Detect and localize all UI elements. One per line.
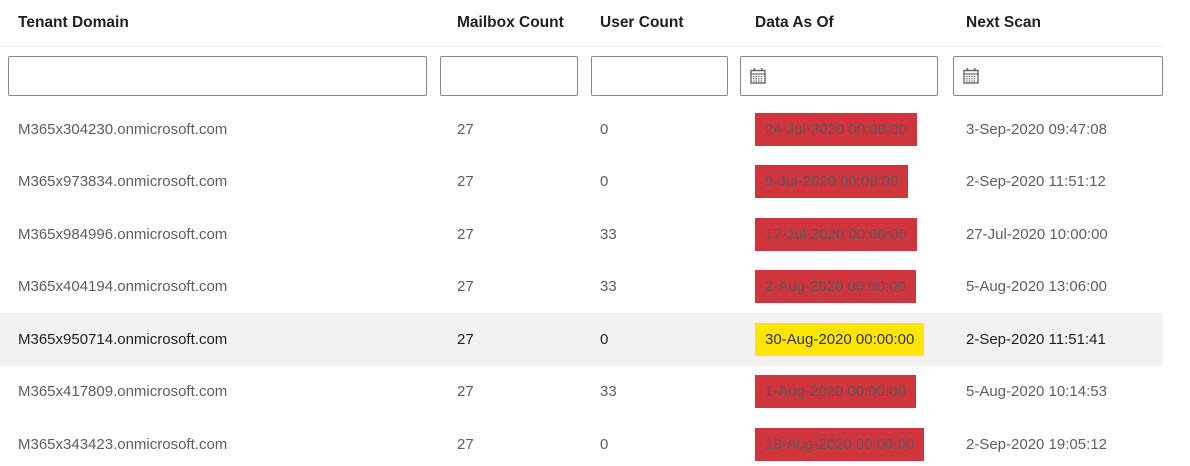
cell-mailbox-count: 27 [457,173,474,191]
cell-tenant-domain: M365x417809.onmicrosoft.com [18,383,228,401]
data-as-of-badge: 17-Jul-2020 00:00:00 [755,217,917,251]
table-row[interactable]: M365x343423.onmicrosoft.com 27 0 18-Aug-… [0,418,1163,466]
calendar-icon[interactable] [954,57,988,95]
cell-user-count: 33 [600,278,617,296]
cell-mailbox-count: 27 [457,278,474,296]
cell-data-as-of: 17-Jul-2020 00:00:00 [737,208,948,261]
data-as-of-badge: 18-Aug-2020 00:00:00 [755,427,925,461]
filter-tenant-domain-input[interactable] [9,57,426,95]
cell-mailbox-count: 27 [457,330,474,348]
cell-user-count: 0 [600,173,609,191]
column-header-tenant-domain[interactable]: Tenant Domain [18,14,129,31]
cell-next-scan: 3-Sep-2020 09:47:08 [966,120,1107,138]
cell-next-scan: 27-Jul-2020 10:00:00 [966,225,1108,243]
column-header-next-scan[interactable]: Next Scan [966,14,1041,31]
cell-data-as-of: 2-Aug-2020 00:00:00 [737,261,948,314]
cell-tenant-domain: M365x950714.onmicrosoft.com [18,330,228,348]
filter-user-count-input[interactable] [592,57,727,95]
filter-mailbox-count [440,56,578,96]
column-header-user-count[interactable]: User Count [600,14,684,31]
cell-tenant-domain: M365x984996.onmicrosoft.com [18,225,228,243]
calendar-icon[interactable] [741,57,775,95]
cell-tenant-domain: M365x404194.onmicrosoft.com [18,278,228,296]
table-row[interactable]: M365x304230.onmicrosoft.com 27 0 24-Jul-… [0,103,1163,156]
cell-data-as-of: 30-Aug-2020 00:00:00 [737,313,948,366]
table-body: M365x304230.onmicrosoft.com 27 0 24-Jul-… [0,103,1190,466]
cell-mailbox-count: 27 [457,120,474,138]
data-as-of-badge: 30-Aug-2020 00:00:00 [755,322,925,356]
filter-data-as-of-input[interactable] [775,57,937,95]
filter-user-count [591,56,728,96]
cell-data-as-of: 24-Jul-2020 00:00:00 [737,103,948,156]
cell-mailbox-count: 27 [457,225,474,243]
filter-next-scan [953,56,1163,96]
filter-mailbox-count-input[interactable] [441,57,577,95]
column-header-data-as-of[interactable]: Data As Of [755,14,834,31]
table-filter-row [0,47,1190,103]
table-row[interactable]: M365x984996.onmicrosoft.com 27 33 17-Jul… [0,208,1163,261]
table-row[interactable]: M365x973834.onmicrosoft.com 27 0 9-Jul-2… [0,156,1163,209]
cell-user-count: 0 [600,120,609,138]
table-row[interactable]: M365x950714.onmicrosoft.com 27 0 30-Aug-… [0,313,1163,366]
cell-user-count: 33 [600,225,617,243]
cell-tenant-domain: M365x973834.onmicrosoft.com [18,173,228,191]
cell-next-scan: 2-Sep-2020 11:51:41 [966,330,1106,348]
cell-next-scan: 5-Aug-2020 10:14:53 [966,383,1107,401]
cell-next-scan: 5-Aug-2020 13:06:00 [966,278,1107,296]
cell-data-as-of: 9-Jul-2020 00:00:00 [737,156,948,209]
data-as-of-badge: 24-Jul-2020 00:00:00 [755,112,917,146]
filter-tenant-domain [8,56,427,96]
cell-mailbox-count: 27 [457,435,474,453]
cell-user-count: 33 [600,383,617,401]
cell-tenant-domain: M365x343423.onmicrosoft.com [18,435,228,453]
table-row[interactable]: M365x417809.onmicrosoft.com 27 33 1-Aug-… [0,366,1163,419]
column-header-mailbox-count[interactable]: Mailbox Count [457,14,564,31]
cell-next-scan: 2-Sep-2020 19:05:12 [966,435,1107,453]
cell-mailbox-count: 27 [457,383,474,401]
table-row[interactable]: M365x404194.onmicrosoft.com 27 33 2-Aug-… [0,261,1163,314]
data-as-of-badge: 1-Aug-2020 00:00:00 [755,375,916,409]
filter-data-as-of [740,56,938,96]
cell-tenant-domain: M365x304230.onmicrosoft.com [18,120,228,138]
table-header-row: Tenant Domain Mailbox Count User Count D… [0,0,1163,47]
data-as-of-badge: 2-Aug-2020 00:00:00 [755,270,916,304]
data-as-of-badge: 9-Jul-2020 00:00:00 [755,165,909,199]
filter-next-scan-input[interactable] [988,57,1162,95]
cell-user-count: 0 [600,330,609,348]
cell-next-scan: 2-Sep-2020 11:51:12 [966,173,1106,191]
cell-data-as-of: 18-Aug-2020 00:00:00 [737,418,948,466]
cell-data-as-of: 1-Aug-2020 00:00:00 [737,366,948,419]
cell-user-count: 0 [600,435,609,453]
